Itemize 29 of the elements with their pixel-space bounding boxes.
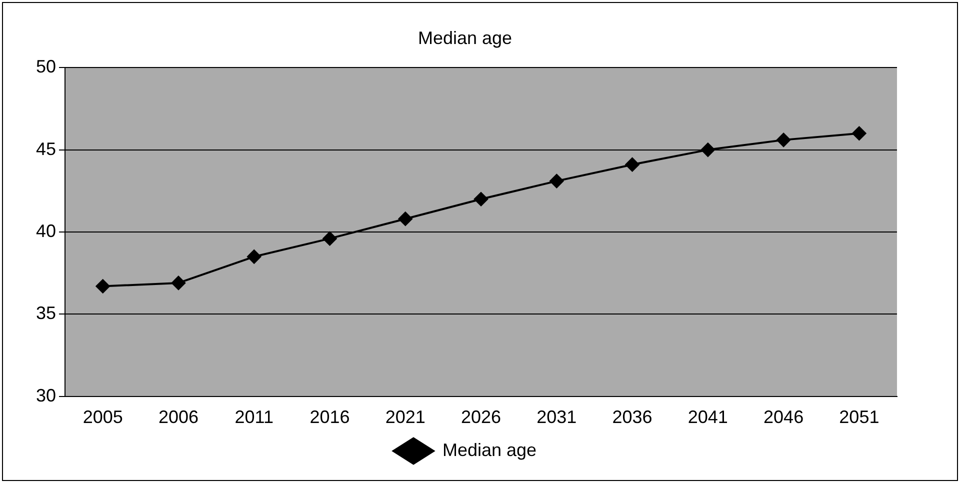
point — [776, 132, 791, 147]
y-tick-label: 45 — [36, 138, 56, 159]
x-tick-label: 2036 — [612, 407, 652, 428]
x-tick-label: 2021 — [385, 407, 426, 428]
x-tick-label: 2051 — [839, 407, 880, 428]
x-tick-label: 2006 — [158, 407, 198, 428]
y-tick-label: 50 — [36, 56, 56, 77]
point — [247, 250, 262, 264]
x-tick-label: 2046 — [764, 407, 804, 428]
point — [474, 192, 488, 206]
y-tick-label: 30 — [36, 385, 56, 406]
x-tick-label: 2031 — [536, 407, 577, 428]
point — [171, 276, 186, 290]
x-tick-label: 2005 — [82, 407, 123, 428]
point — [322, 232, 337, 246]
x-tick-label: 2026 — [460, 407, 502, 428]
x-tick-label: 2016 — [310, 407, 350, 428]
point — [96, 279, 110, 294]
y-tick-label: 40 — [36, 220, 56, 241]
point — [700, 142, 715, 157]
point — [852, 126, 866, 140]
point — [625, 158, 640, 172]
x-tick-label: 2011 — [234, 407, 274, 428]
point — [398, 212, 412, 226]
point — [550, 174, 564, 188]
y-tick-label: 35 — [36, 303, 56, 324]
legend-label: Median age — [442, 440, 537, 460]
chart-title: Median age — [418, 28, 512, 48]
x-tick-label: 2041 — [688, 407, 728, 428]
